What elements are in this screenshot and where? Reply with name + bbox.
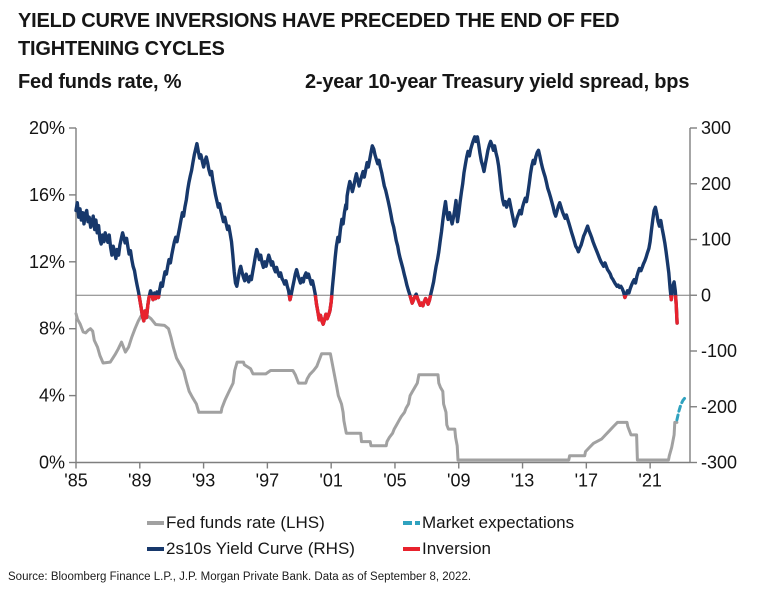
fed-funds-line-swatch [147, 520, 164, 525]
market-expectations-line [675, 394, 690, 422]
fed-funds-rate-line [74, 312, 679, 462]
legend-item-2s10s: 2s10s Yield Curve (RHS) [147, 536, 403, 561]
source-attribution: Source: Bloomberg Finance L.P., J.P. Mor… [8, 571, 472, 583]
right-axis-tick-label: 200 [701, 174, 731, 194]
x-axis-tick-label: '89 [128, 471, 151, 491]
left-axis-tick-label: 20% [29, 118, 65, 138]
chart-title-line-2: TIGHTENING CYCLES [18, 38, 225, 60]
legend-label-market-expectations: Market expectations [422, 512, 575, 532]
chart-legend: Fed funds rate (LHS) Market expectations… [147, 510, 574, 561]
yield-curve-line-swatch [147, 546, 164, 551]
right-axis-tick-label: -300 [701, 453, 737, 473]
legend-label-2s10s: 2s10s Yield Curve (RHS) [166, 538, 355, 558]
legend-item-inversion: Inversion [403, 536, 574, 561]
inversion-line-swatch [403, 546, 420, 551]
2s10s-yield-curve-line [74, 135, 679, 326]
legend-label-inversion: Inversion [422, 538, 491, 558]
left-axis-tick-label: 4% [39, 386, 65, 406]
right-axis-tick-label: -100 [701, 341, 737, 361]
x-axis-tick-label: '85 [64, 471, 87, 491]
right-axis-tick-label: 0 [701, 285, 711, 305]
x-axis-tick-label: '17 [575, 471, 598, 491]
x-axis-tick-label: '97 [256, 471, 279, 491]
market-expectations-line-swatch [403, 520, 420, 525]
left-axis-tick-label: 0% [39, 453, 65, 473]
x-axis-tick-label: '93 [192, 471, 215, 491]
x-axis-tick-label: '01 [319, 471, 342, 491]
right-axis-tick-label: 300 [701, 118, 731, 138]
legend-item-fed-funds: Fed funds rate (LHS) [147, 510, 403, 535]
chart-title-line-1: YIELD CURVE INVERSIONS HAVE PRECEDED THE… [18, 10, 620, 32]
x-axis-tick-label: '09 [447, 471, 470, 491]
right-axis-title: 2-year 10-year Treasury yield spread, bp… [305, 71, 690, 93]
left-axis-tick-label: 16% [29, 185, 65, 205]
right-axis-tick-label: 100 [701, 230, 731, 250]
left-axis-tick-label: 12% [29, 252, 65, 272]
x-axis-tick-label: '05 [383, 471, 406, 491]
x-axis-tick-label: '21 [638, 471, 661, 491]
legend-item-market-expectations: Market expectations [403, 510, 574, 535]
right-axis-tick-label: -200 [701, 397, 737, 417]
left-axis-title: Fed funds rate, % [18, 71, 182, 93]
legend-label-fed-funds: Fed funds rate (LHS) [166, 512, 325, 532]
x-axis-tick-label: '13 [511, 471, 534, 491]
left-axis-tick-label: 8% [39, 319, 65, 339]
